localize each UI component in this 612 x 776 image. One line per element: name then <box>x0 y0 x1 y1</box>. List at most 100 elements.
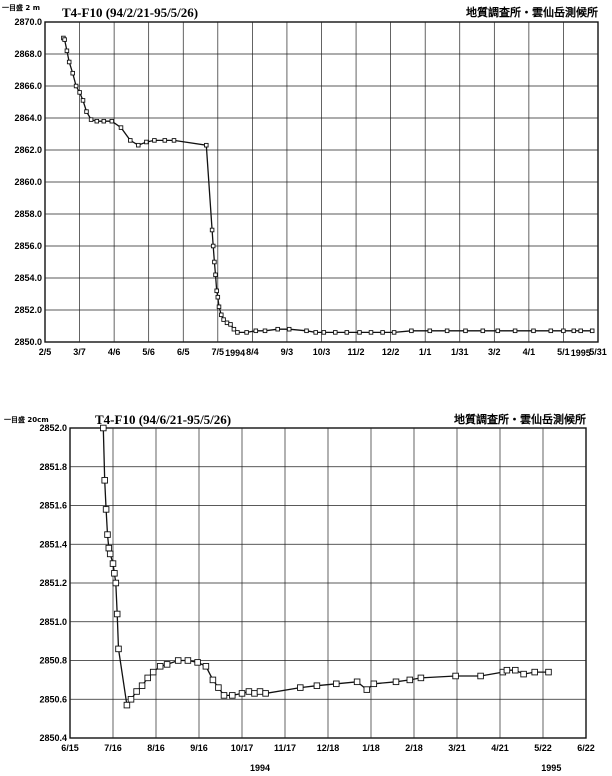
x-tick-label: 6/5 <box>177 347 190 357</box>
data-point <box>531 328 536 334</box>
data-point <box>138 682 146 689</box>
data-point <box>144 139 149 145</box>
data-point <box>100 424 107 432</box>
chart-1-title: T4-F10 (94/2/21-95/5/26) <box>62 5 198 20</box>
data-point <box>231 326 237 332</box>
data-point <box>392 678 400 686</box>
data-point <box>251 690 258 697</box>
data-point <box>370 680 378 688</box>
data-point <box>127 696 135 703</box>
chart-1-ticks: 2/5 3/7 4/6 5/6 6/5 7/5 8/4 9/3 10/3 11/2 12/2 1/1 1… <box>14 17 606 357</box>
data-point <box>109 118 115 124</box>
data-point <box>545 668 552 676</box>
data-point <box>463 328 468 334</box>
y-tick-label: 2850.4 <box>39 733 67 743</box>
data-point <box>406 676 414 684</box>
y-tick-label: 2868.0 <box>14 49 42 59</box>
data-point <box>221 317 226 322</box>
y-tick-label: 2851.4 <box>39 539 67 549</box>
chart-1-grid-note: 一目盛 2 m <box>2 3 40 12</box>
y-tick-label: 2866.0 <box>14 81 42 91</box>
data-point <box>101 118 107 124</box>
data-point <box>313 682 321 689</box>
x-tick-label: 3/2 <box>488 347 501 357</box>
data-point <box>174 657 182 664</box>
data-point <box>297 684 304 691</box>
data-point <box>88 117 94 122</box>
x-tick-label: 2/5 <box>39 347 52 357</box>
data-point <box>106 550 114 558</box>
x-tick-label: 5/31 <box>589 347 607 357</box>
data-point <box>571 328 577 334</box>
data-point <box>184 657 192 664</box>
data-point <box>105 544 113 552</box>
data-point <box>115 645 122 653</box>
data-point <box>194 659 201 666</box>
data-point <box>235 330 240 335</box>
data-point <box>123 701 131 709</box>
x-tick-label: 4/6 <box>108 347 121 357</box>
chart-2-plot <box>100 424 552 709</box>
x-tick-label: 8/4 <box>246 347 259 357</box>
chart-1-years: 1994 1995 <box>225 348 591 358</box>
data-point <box>215 294 221 300</box>
x-tick-label: 9/3 <box>281 347 294 357</box>
chart-2: 一目盛 20cm T4-F10 (94/6/21-95/5/26) 地質調査所・… <box>4 412 595 773</box>
x-tick-label: 1/31 <box>451 347 469 357</box>
x-tick-label: 1/18 <box>362 743 380 753</box>
data-point <box>204 142 209 148</box>
data-point <box>253 328 259 334</box>
data-point <box>118 125 124 130</box>
data-point <box>162 138 168 143</box>
data-point <box>417 674 425 682</box>
y-tick-label: 2850.6 <box>39 694 67 704</box>
x-tick-label: 5/6 <box>142 347 155 357</box>
x-tick-label: 9/16 <box>190 743 208 753</box>
data-point <box>391 330 397 335</box>
chart-1: 一目盛 2 m T4-F10 (94/2/21-95/5/26) 地質調査所・雲… <box>2 3 607 358</box>
data-point <box>286 326 292 332</box>
data-point <box>444 328 450 334</box>
data-point <box>503 666 511 674</box>
data-point <box>427 328 433 334</box>
data-point <box>275 326 280 332</box>
x-tick-label: 7/16 <box>104 743 122 753</box>
x-tick-label: 4/21 <box>491 743 509 753</box>
chart-2-ticks: 6/15 7/16 8/16 9/16 10/17 11/17 12/18 1/18 2/18 3… <box>39 423 594 753</box>
y-tick-label: 2854.0 <box>14 273 42 283</box>
y-tick-label: 2852.0 <box>39 423 67 433</box>
data-point <box>104 531 111 538</box>
year-label: 1995 <box>541 763 561 773</box>
y-tick-label: 2851.8 <box>39 462 67 472</box>
data-point <box>548 328 554 334</box>
data-point <box>561 328 566 334</box>
y-tick-label: 2851.0 <box>39 617 67 627</box>
data-point <box>94 118 100 124</box>
data-point <box>109 560 117 567</box>
y-tick-label: 2862.0 <box>14 145 42 155</box>
x-tick-label: 5/22 <box>534 743 552 753</box>
chart-2-organization: 地質調査所・雲仙岳測候所 <box>454 412 586 426</box>
data-point <box>213 272 218 278</box>
data-point <box>220 692 228 699</box>
data-point <box>495 328 501 334</box>
y-tick-label: 2864.0 <box>14 113 42 123</box>
chart-1-organization: 地質調査所・雲仙岳測候所 <box>466 5 598 19</box>
year-label: 1994 <box>225 348 245 358</box>
data-point <box>520 670 527 678</box>
data-point <box>133 688 140 695</box>
year-label: 1994 <box>250 763 270 773</box>
data-point <box>73 83 79 89</box>
x-tick-label: 10/3 <box>313 347 331 357</box>
data-point <box>62 37 67 42</box>
data-point <box>66 59 72 65</box>
data-point <box>477 672 484 680</box>
x-tick-label: 7/5 <box>212 347 225 357</box>
y-tick-label: 2870.0 <box>14 17 42 27</box>
x-tick-label: 4/1 <box>523 347 536 357</box>
x-tick-label: 11/17 <box>274 743 296 753</box>
data-point <box>136 142 141 148</box>
x-tick-label: 6/22 <box>577 743 595 753</box>
data-point <box>209 227 215 233</box>
